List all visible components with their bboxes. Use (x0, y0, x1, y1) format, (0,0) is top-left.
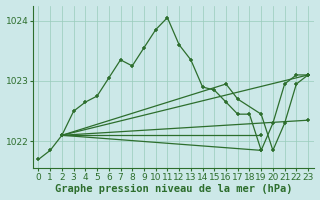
X-axis label: Graphe pression niveau de la mer (hPa): Graphe pression niveau de la mer (hPa) (54, 184, 292, 194)
